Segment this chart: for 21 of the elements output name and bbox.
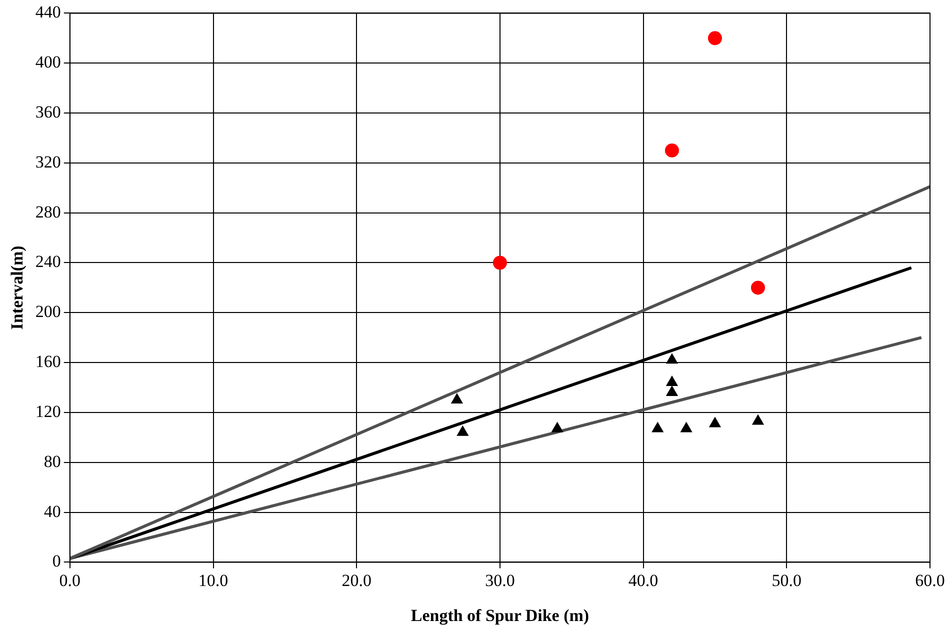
x-axis-title: Length of Spur Dike (m) bbox=[410, 606, 590, 626]
y-tick-label: 80 bbox=[44, 452, 61, 471]
x-tick-label: 60.0 bbox=[915, 570, 945, 590]
y-tick-label: 120 bbox=[35, 402, 61, 421]
y-tick-label: 440 bbox=[35, 2, 61, 22]
x-tick-label: 50.0 bbox=[772, 570, 802, 590]
y-tick-label: 360 bbox=[35, 102, 61, 122]
y-tick-label: 240 bbox=[35, 252, 61, 272]
y-tick-label: 280 bbox=[35, 202, 61, 222]
y-tick-label: 0 bbox=[52, 552, 61, 571]
y-tick-label: 160 bbox=[35, 352, 61, 372]
x-tick-label: 20.0 bbox=[342, 570, 372, 590]
x-tick-label: 40.0 bbox=[628, 570, 658, 590]
x-tick-label: 30.0 bbox=[485, 570, 515, 590]
x-tick-label: 0.0 bbox=[59, 570, 81, 590]
y-tick-label: 40 bbox=[44, 502, 61, 521]
y-tick-label: 200 bbox=[35, 302, 61, 322]
y-tick-label: 400 bbox=[35, 52, 61, 72]
x-tick-label: 10.0 bbox=[198, 570, 228, 590]
y-axis-title: Interval(m) bbox=[8, 246, 27, 330]
y-tick-label: 320 bbox=[35, 152, 61, 172]
